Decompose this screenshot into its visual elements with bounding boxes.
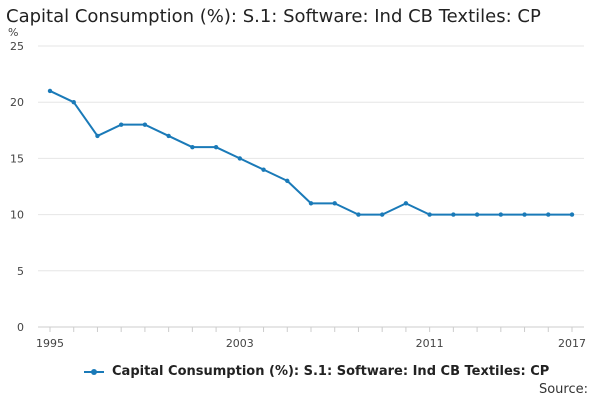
x-tick-label: 2003 bbox=[226, 337, 254, 350]
data-point bbox=[95, 133, 100, 139]
data-point bbox=[71, 100, 76, 105]
data-point bbox=[379, 212, 385, 217]
chart-title: Capital Consumption (%): S.1: Software: … bbox=[6, 6, 541, 27]
source-label: Source: bbox=[538, 382, 588, 397]
y-tick-label: 15 bbox=[10, 152, 24, 165]
data-point bbox=[237, 156, 243, 161]
data-point bbox=[190, 144, 195, 150]
legend[interactable]: Capital Consumption (%): S.1: Software: … bbox=[84, 364, 549, 379]
data-point bbox=[522, 212, 527, 217]
y-tick-label: 10 bbox=[10, 209, 24, 222]
data-point bbox=[285, 178, 290, 184]
data-point bbox=[546, 212, 551, 217]
data-point bbox=[118, 122, 124, 127]
x-tick-label: 2017 bbox=[558, 337, 586, 350]
data-point bbox=[451, 212, 456, 217]
data-point bbox=[498, 212, 504, 217]
x-tick-label: 2011 bbox=[416, 337, 444, 350]
legend-label: Capital Consumption (%): S.1: Software: … bbox=[112, 364, 550, 379]
y-tick-label: 5 bbox=[17, 265, 24, 278]
data-point bbox=[403, 201, 409, 206]
data-point bbox=[308, 201, 314, 206]
data-point bbox=[261, 167, 266, 172]
data-point bbox=[47, 88, 53, 94]
x-tick-label: 1995 bbox=[36, 337, 64, 350]
data-point bbox=[427, 212, 432, 217]
y-tick-label: 0 bbox=[17, 321, 24, 334]
y-tick-label: 20 bbox=[10, 96, 24, 109]
legend-swatch-icon bbox=[84, 367, 104, 377]
y-tick-label: 25 bbox=[10, 40, 24, 53]
y-axis-label: % bbox=[8, 26, 18, 39]
data-point bbox=[356, 212, 361, 217]
data-point bbox=[213, 144, 219, 150]
data-point bbox=[332, 201, 337, 206]
data-point bbox=[474, 212, 480, 217]
data-point bbox=[166, 133, 171, 139]
data-point bbox=[142, 122, 148, 127]
data-point bbox=[569, 212, 575, 217]
series-line bbox=[49, 90, 572, 216]
